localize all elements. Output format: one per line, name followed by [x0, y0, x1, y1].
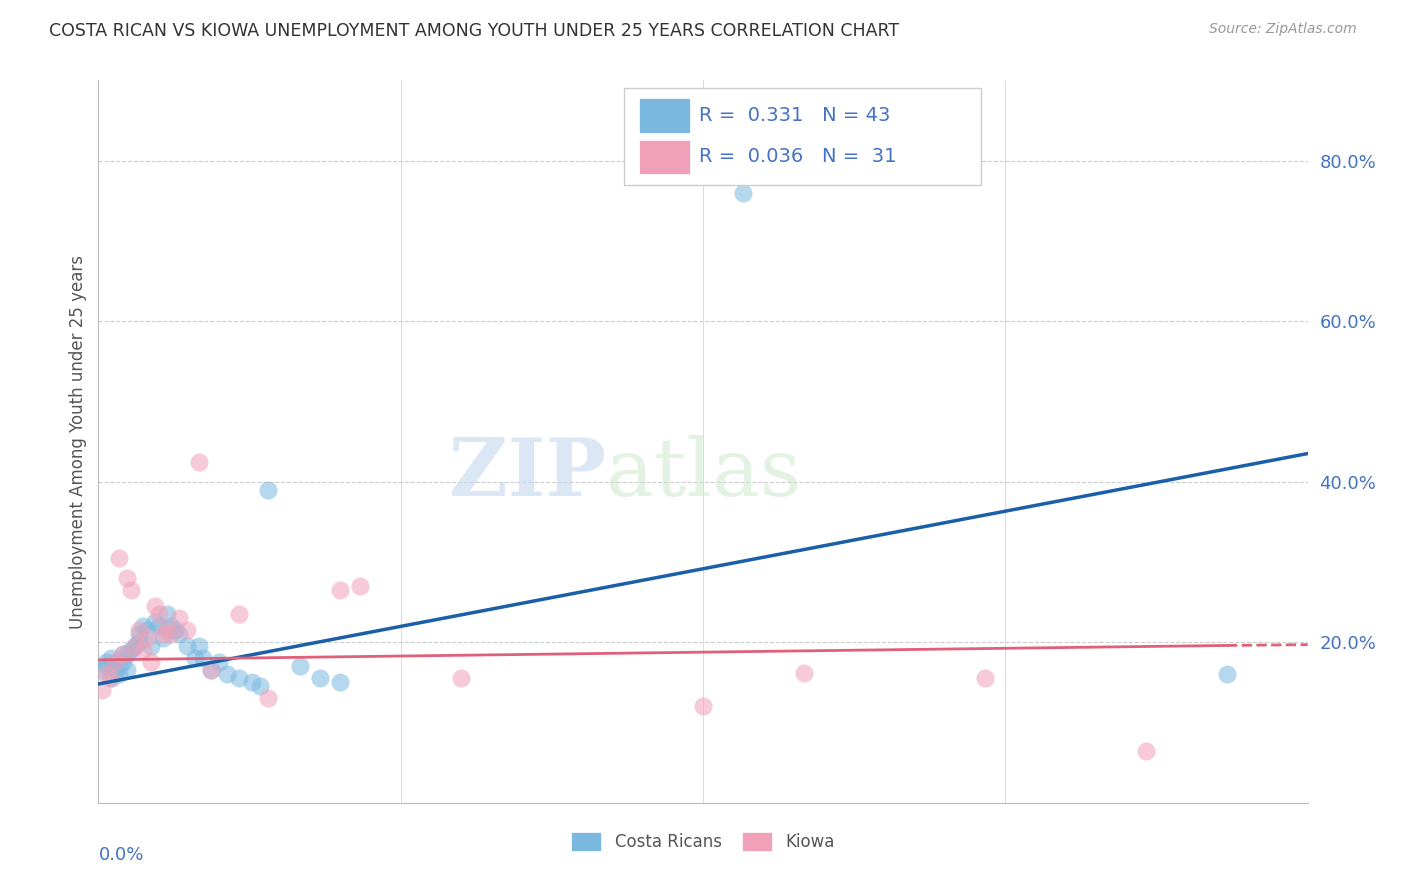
Point [120, 643, 142, 657]
Point [349, 579, 371, 593]
Point [176, 639, 198, 653]
Point [139, 639, 162, 653]
Point [115, 648, 138, 662]
Legend: Costa Ricans, Kiowa: Costa Ricans, Kiowa [564, 824, 842, 860]
Text: atlas: atlas [606, 435, 801, 513]
Point [100, 651, 122, 665]
Point [1216, 667, 1239, 681]
Point [188, 639, 211, 653]
Point [200, 664, 222, 678]
Point [163, 623, 186, 637]
Point [208, 655, 231, 669]
Point [111, 648, 134, 662]
Text: Source: ZipAtlas.com: Source: ZipAtlas.com [1209, 22, 1357, 37]
Y-axis label: Unemployment Among Youth under 25 years: Unemployment Among Youth under 25 years [69, 254, 87, 629]
Point [160, 619, 183, 633]
Point [167, 611, 190, 625]
Point [148, 607, 170, 621]
Point [974, 671, 997, 685]
Point [228, 671, 250, 685]
Point [156, 623, 179, 637]
Point [100, 671, 122, 685]
Point [228, 607, 250, 621]
Point [107, 667, 129, 681]
Point [128, 623, 150, 637]
Point [96, 655, 118, 669]
Point [143, 615, 166, 630]
Point [143, 599, 166, 614]
Point [184, 651, 207, 665]
Point [152, 632, 174, 646]
Point [120, 583, 142, 598]
Point [160, 627, 183, 641]
Point [96, 659, 118, 673]
Point [167, 627, 190, 641]
Point [152, 627, 174, 641]
Point [91, 664, 114, 678]
Point [329, 583, 352, 598]
Point [100, 671, 122, 685]
Point [288, 659, 311, 673]
Point [217, 667, 239, 681]
Point [96, 667, 118, 681]
Point [256, 483, 278, 497]
Point [135, 632, 157, 646]
Point [132, 619, 155, 633]
Point [132, 643, 155, 657]
Point [124, 639, 146, 653]
Point [692, 699, 714, 714]
Text: 0.0%: 0.0% [98, 847, 143, 864]
Point [193, 651, 215, 665]
Point [240, 675, 263, 690]
Point [91, 683, 114, 698]
FancyBboxPatch shape [638, 98, 690, 133]
Point [124, 639, 146, 653]
Text: R =  0.036   N =  31: R = 0.036 N = 31 [699, 147, 897, 167]
Point [249, 680, 271, 694]
Text: COSTA RICAN VS KIOWA UNEMPLOYMENT AMONG YOUTH UNDER 25 YEARS CORRELATION CHART: COSTA RICAN VS KIOWA UNEMPLOYMENT AMONG … [49, 22, 900, 40]
Text: R =  0.331   N = 43: R = 0.331 N = 43 [699, 106, 891, 125]
Point [107, 550, 129, 566]
Point [329, 675, 352, 690]
Point [103, 655, 125, 669]
Point [107, 659, 129, 673]
Point [176, 623, 198, 637]
Point [1135, 744, 1157, 758]
Point [309, 671, 332, 685]
Text: ZIP: ZIP [450, 435, 606, 513]
FancyBboxPatch shape [624, 87, 981, 185]
Point [256, 691, 278, 706]
Point [128, 627, 150, 641]
Point [156, 607, 179, 621]
Point [135, 623, 157, 637]
Point [148, 619, 170, 633]
Point [103, 655, 125, 669]
Point [111, 655, 134, 669]
Point [111, 648, 134, 662]
Point [450, 671, 472, 685]
Point [115, 664, 138, 678]
Point [200, 664, 222, 678]
Point [115, 571, 138, 585]
Point [733, 186, 755, 200]
Point [103, 664, 125, 678]
Point [793, 665, 815, 680]
Point [188, 454, 211, 469]
Point [139, 655, 162, 669]
FancyBboxPatch shape [638, 139, 690, 174]
Point [128, 635, 150, 649]
